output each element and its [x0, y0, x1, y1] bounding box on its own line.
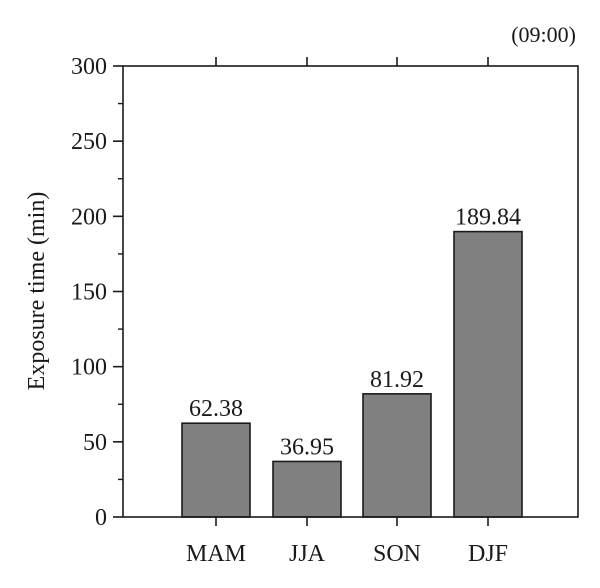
- plot-area: 0 50 100 150 200 250 300 MAM JJA SON DJF 62.38 36.95…: [71, 54, 579, 567]
- y-tick-label: 150: [71, 280, 107, 306]
- y-tick-label: 250: [71, 129, 107, 155]
- y-tick-label: 0: [95, 505, 107, 531]
- bar: [362, 393, 432, 518]
- bar-value-label: 62.38: [189, 396, 243, 422]
- bar: [453, 230, 523, 518]
- x-tick-label: JJA: [289, 541, 326, 567]
- bar: [181, 422, 251, 518]
- bar: [272, 460, 342, 518]
- y-tick-label: 300: [71, 54, 107, 80]
- x-tick-label: SON: [373, 541, 421, 567]
- y-axis-title: Exposure time (min): [24, 192, 50, 391]
- chart-corner-label: (09:00): [511, 22, 576, 47]
- bar-value-label: 189.84: [455, 205, 521, 231]
- y-tick-label: 100: [71, 355, 107, 381]
- x-tick-label: DJF: [468, 541, 508, 567]
- y-tick-label: 200: [71, 204, 107, 230]
- bar-value-label: 81.92: [370, 367, 424, 393]
- x-tick-label: MAM: [186, 541, 246, 567]
- y-tick-label: 50: [83, 430, 107, 456]
- bar-value-label: 36.95: [280, 434, 334, 460]
